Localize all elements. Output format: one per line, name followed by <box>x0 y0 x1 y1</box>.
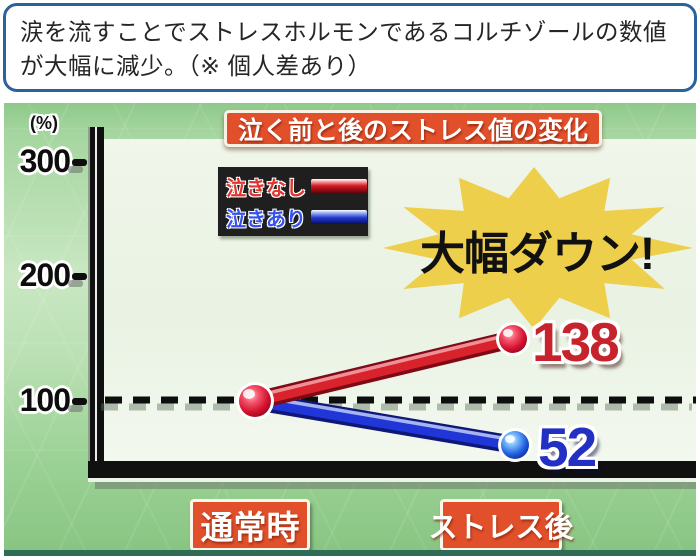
caption-box: 涙を流すことでストレスホルモンであるコルチゾールの数値 が大幅に減少。（※ 個人… <box>3 3 697 92</box>
legend-label-cry: 泣きあり <box>226 208 306 231</box>
no-cry-line-highlight <box>254 332 514 398</box>
cry-point-gloss <box>505 435 515 443</box>
y-axis-unit-label: (%) <box>30 113 58 133</box>
y-tick-mark-100 <box>72 398 87 405</box>
starburst-shape <box>382 167 694 329</box>
burst-text: 大幅ダウン! <box>420 227 655 279</box>
x-label-after-stress-text: ストレス後 <box>428 512 574 544</box>
y-tick-label-200: 200 <box>19 257 71 293</box>
burst-annotation: 大幅ダウン! <box>376 165 696 331</box>
x-label-normal-time: 通常時 <box>190 499 310 551</box>
y-axis <box>88 127 104 478</box>
legend: 泣きなし 泣きあり <box>218 167 368 236</box>
cry-value: 52 <box>538 416 597 478</box>
y-tick-mark-300 <box>72 159 87 166</box>
legend-item-no-cry: 泣きなし <box>226 173 367 200</box>
cry-line-highlight <box>254 394 516 442</box>
chart-title-box: 泣く前と後のストレス値の変化 <box>224 110 602 147</box>
caption-line-1: 涙を流すことでストレスホルモンであるコルチゾールの数値 <box>20 19 668 45</box>
no-cry-line <box>249 333 519 407</box>
origin-point-gloss <box>243 389 255 399</box>
y-tick-label-300: 300 <box>19 143 71 179</box>
legend-swatch-red <box>311 179 367 193</box>
no-cry-point <box>499 325 527 353</box>
cry-line <box>249 395 521 451</box>
stress-chart: (%) 300 200 100 泣く前と後のストレス値の変化 大幅ダウン! <box>4 103 696 556</box>
cry-point <box>501 431 529 459</box>
legend-item-cry: 泣きあり <box>226 204 367 231</box>
y-tick-label-100: 100 <box>19 382 71 418</box>
no-cry-point-gloss <box>503 329 513 337</box>
legend-label-no-cry: 泣きなし <box>226 177 306 200</box>
line-plot <box>101 322 696 462</box>
caption-line-2: が大幅に減少。（※ 個人差あり） <box>20 53 372 79</box>
no-cry-value: 138 <box>532 311 620 373</box>
chart-title: 泣く前と後のストレス値の変化 <box>237 116 588 145</box>
bottom-strip <box>4 550 696 556</box>
x-label-after-stress: ストレス後 <box>429 499 574 551</box>
y-tick-mark-200 <box>72 273 87 280</box>
x-label-normal-time-text: 通常時 <box>200 509 300 546</box>
legend-swatch-blue <box>311 210 367 224</box>
x-axis <box>88 461 696 478</box>
origin-point <box>239 385 271 417</box>
